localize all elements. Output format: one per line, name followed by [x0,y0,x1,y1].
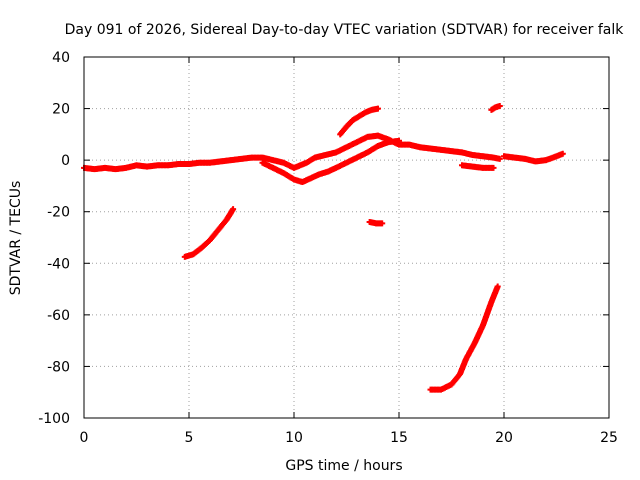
y-tick-label: 20 [52,102,70,118]
plot-frame [83,56,610,419]
x-tick-label: 0 [80,430,89,446]
x-tick-label: 25 [600,430,618,446]
track-small-upper [488,102,503,113]
track-isolated [366,219,386,227]
chart-title: Day 091 of 2026, Sidereal Day-to-day VTE… [65,22,625,38]
track-dip-rise [259,137,402,186]
data-point-marker [496,155,503,162]
data-point-marker [230,206,237,213]
track-late-baseline [501,150,566,165]
track-right-rise [427,283,501,393]
y-tick-label: 40 [52,50,70,66]
x-tick-label: 20 [495,430,513,446]
data-point-marker [496,102,503,109]
data-point-marker [379,220,386,227]
data-point-marker [490,164,497,171]
y-tick-label: -100 [38,411,70,427]
data-point-marker [396,137,402,144]
data-point-marker [375,105,381,112]
x-tick-label: 5 [185,430,194,446]
y-axis-label: SDTVAR / TECUs [8,181,24,296]
y-tick-label: 0 [61,153,70,169]
x-tick-label: 15 [390,430,408,446]
x-axis-label: GPS time / hours [285,458,402,474]
y-tick-label: -20 [47,205,70,221]
axis-ticks: 0 5 10 15 20 25 -100 -80 -60 -40 -20 0 20 40 [38,50,618,446]
track-upper-arc [337,105,381,138]
track-left-rise [181,206,237,260]
y-tick-label: -60 [47,308,70,324]
track-short-lower [459,162,497,171]
data-point-marker [559,150,566,157]
data-points [81,102,566,393]
grid-lines [84,57,609,418]
y-tick-label: -80 [47,359,70,375]
y-tick-label: -40 [47,256,70,272]
data-point-marker [494,283,501,290]
x-tick-label: 10 [285,430,303,446]
track-main-baseline [81,132,503,173]
